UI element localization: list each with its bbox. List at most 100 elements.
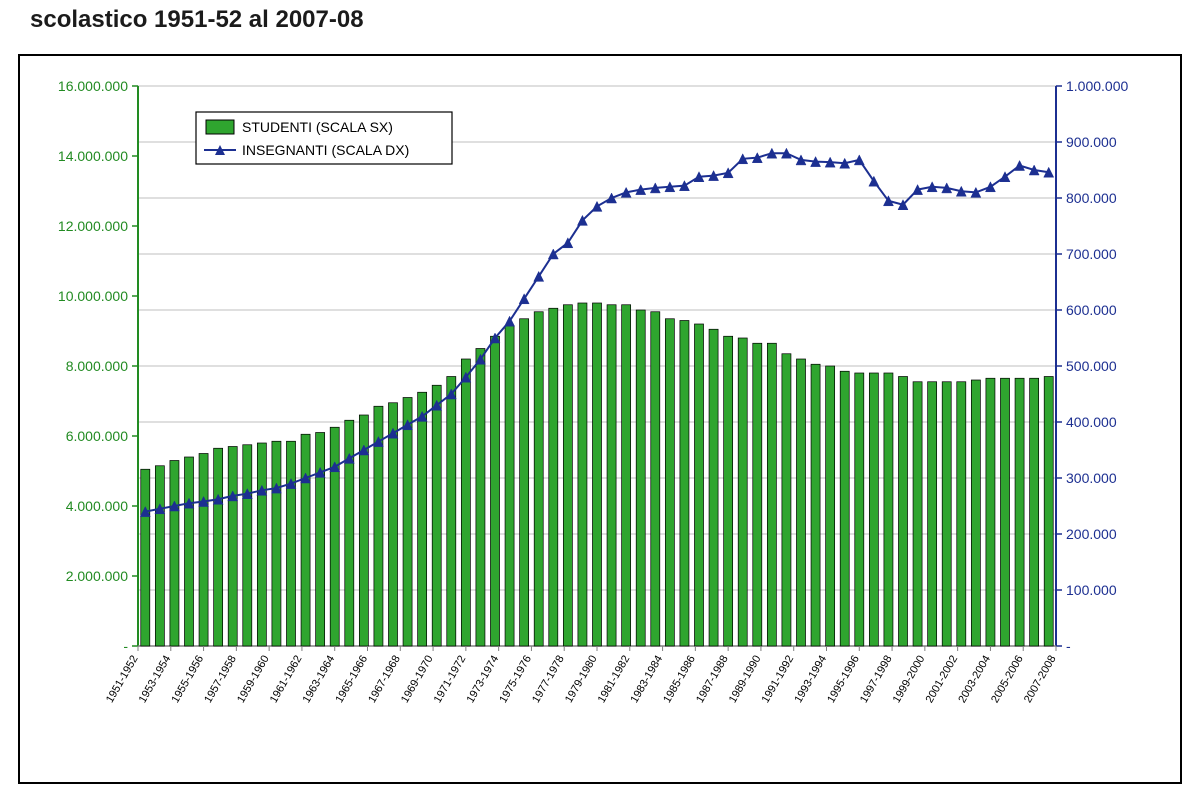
chart-svg: -2.000.0004.000.0006.000.0008.000.00010.…	[20, 56, 1180, 782]
left-axis-tick-label: 14.000.000	[58, 148, 128, 164]
bar-student	[1030, 378, 1039, 646]
x-axis-label: 1989-1990	[727, 654, 764, 706]
bar-student	[840, 371, 849, 646]
marker-teacher	[534, 271, 544, 281]
bar-student	[971, 380, 980, 646]
bar-student	[811, 364, 820, 646]
x-axis-label: 1967-1968	[366, 654, 403, 706]
x-axis-label: 1997-1998	[858, 654, 895, 706]
left-axis-tick-label: 2.000.000	[66, 568, 128, 584]
x-axis-label: 2007-2008	[1022, 654, 1059, 706]
left-axis-tick-label: 6.000.000	[66, 428, 128, 444]
legend-swatch-bar	[206, 120, 234, 134]
bar-student	[665, 319, 674, 646]
bar-student	[286, 441, 295, 646]
x-axis-label: 1975-1976	[497, 654, 534, 706]
x-axis-label: 1987-1988	[694, 654, 731, 706]
x-axis-label: 2003-2004	[956, 654, 993, 706]
marker-teacher	[1015, 161, 1025, 171]
bar-student	[447, 377, 456, 647]
bar-student	[928, 382, 937, 646]
marker-teacher	[592, 201, 602, 211]
bar-student	[520, 319, 529, 646]
x-axis-label: 1959-1960	[235, 654, 272, 706]
x-axis-label: 2001-2002	[924, 654, 961, 706]
bar-student	[694, 324, 703, 646]
bar-student	[782, 354, 791, 646]
bar-student	[214, 448, 223, 646]
right-axis-tick-label: 600.000	[1066, 302, 1117, 318]
right-axis-tick-label: 500.000	[1066, 358, 1117, 374]
bar-student	[1000, 378, 1009, 646]
bar-student	[155, 466, 164, 646]
bar-student	[184, 457, 193, 646]
right-axis-tick-label: 900.000	[1066, 134, 1117, 150]
x-axis-label: 1955-1956	[169, 654, 206, 706]
x-axis-label: 1985-1986	[661, 654, 698, 706]
right-axis-tick-label: 200.000	[1066, 526, 1117, 542]
bar-student	[418, 392, 427, 646]
x-axis-label: 1981-1982	[596, 654, 633, 706]
marker-teacher	[505, 316, 515, 326]
bar-student	[826, 366, 835, 646]
right-axis-tick-label: 300.000	[1066, 470, 1117, 486]
left-axis-tick-label: -	[123, 638, 128, 654]
bar-student	[505, 326, 514, 646]
bar-student	[855, 373, 864, 646]
bar-student	[680, 321, 689, 647]
right-axis-tick-label: 700.000	[1066, 246, 1117, 262]
bar-student	[330, 427, 339, 646]
marker-teacher	[563, 238, 573, 248]
bar-student	[709, 329, 718, 646]
bar-student	[869, 373, 878, 646]
bar-student	[301, 434, 310, 646]
bar-student	[388, 403, 397, 646]
bar-student	[199, 454, 208, 647]
x-axis-label: 1971-1972	[432, 654, 469, 706]
x-axis-label: 1969-1970	[399, 654, 436, 706]
x-axis-label: 1965-1966	[333, 654, 370, 706]
x-axis-label: 1993-1994	[792, 654, 829, 706]
x-axis-label: 1973-1974	[465, 654, 502, 706]
right-axis-tick-label: -	[1066, 638, 1071, 654]
left-axis-tick-label: 12.000.000	[58, 218, 128, 234]
bar-student	[884, 373, 893, 646]
page-title: scolastico 1951-52 al 2007-08	[30, 6, 364, 34]
bar-student	[767, 343, 776, 646]
x-axis-label: 1977-1978	[530, 654, 567, 706]
right-axis-tick-label: 100.000	[1066, 582, 1117, 598]
chart-container: -2.000.0004.000.0006.000.0008.000.00010.…	[18, 54, 1182, 784]
bar-student	[942, 382, 951, 646]
bar-student	[592, 303, 601, 646]
bar-student	[432, 385, 441, 646]
marker-teacher	[519, 294, 529, 304]
x-axis-label: 1983-1984	[628, 654, 665, 706]
right-axis-tick-label: 800.000	[1066, 190, 1117, 206]
bar-student	[738, 338, 747, 646]
bar-student	[651, 312, 660, 646]
bar-student	[986, 378, 995, 646]
bar-student	[1015, 378, 1024, 646]
x-axis-label: 1961-1962	[268, 654, 305, 706]
bar-student	[753, 343, 762, 646]
bar-student	[534, 312, 543, 646]
bar-student	[170, 461, 179, 647]
left-axis-tick-label: 16.000.000	[58, 78, 128, 94]
x-axis-label: 1979-1980	[563, 654, 600, 706]
x-axis-label: 1951-1952	[104, 654, 141, 706]
bar-student	[898, 377, 907, 647]
right-axis-tick-label: 1.000.000	[1066, 78, 1128, 94]
bar-student	[461, 359, 470, 646]
bar-student	[549, 308, 558, 646]
bar-student	[607, 305, 616, 646]
x-axis-label: 1957-1958	[202, 654, 239, 706]
bar-student	[1044, 377, 1053, 647]
bar-student	[243, 445, 252, 646]
x-axis-label: 1999-2000	[891, 654, 928, 706]
bar-student	[403, 398, 412, 647]
bar-student	[476, 349, 485, 647]
bar-student	[636, 310, 645, 646]
x-axis-label: 1995-1996	[825, 654, 862, 706]
bar-student	[957, 382, 966, 646]
bar-student	[272, 441, 281, 646]
